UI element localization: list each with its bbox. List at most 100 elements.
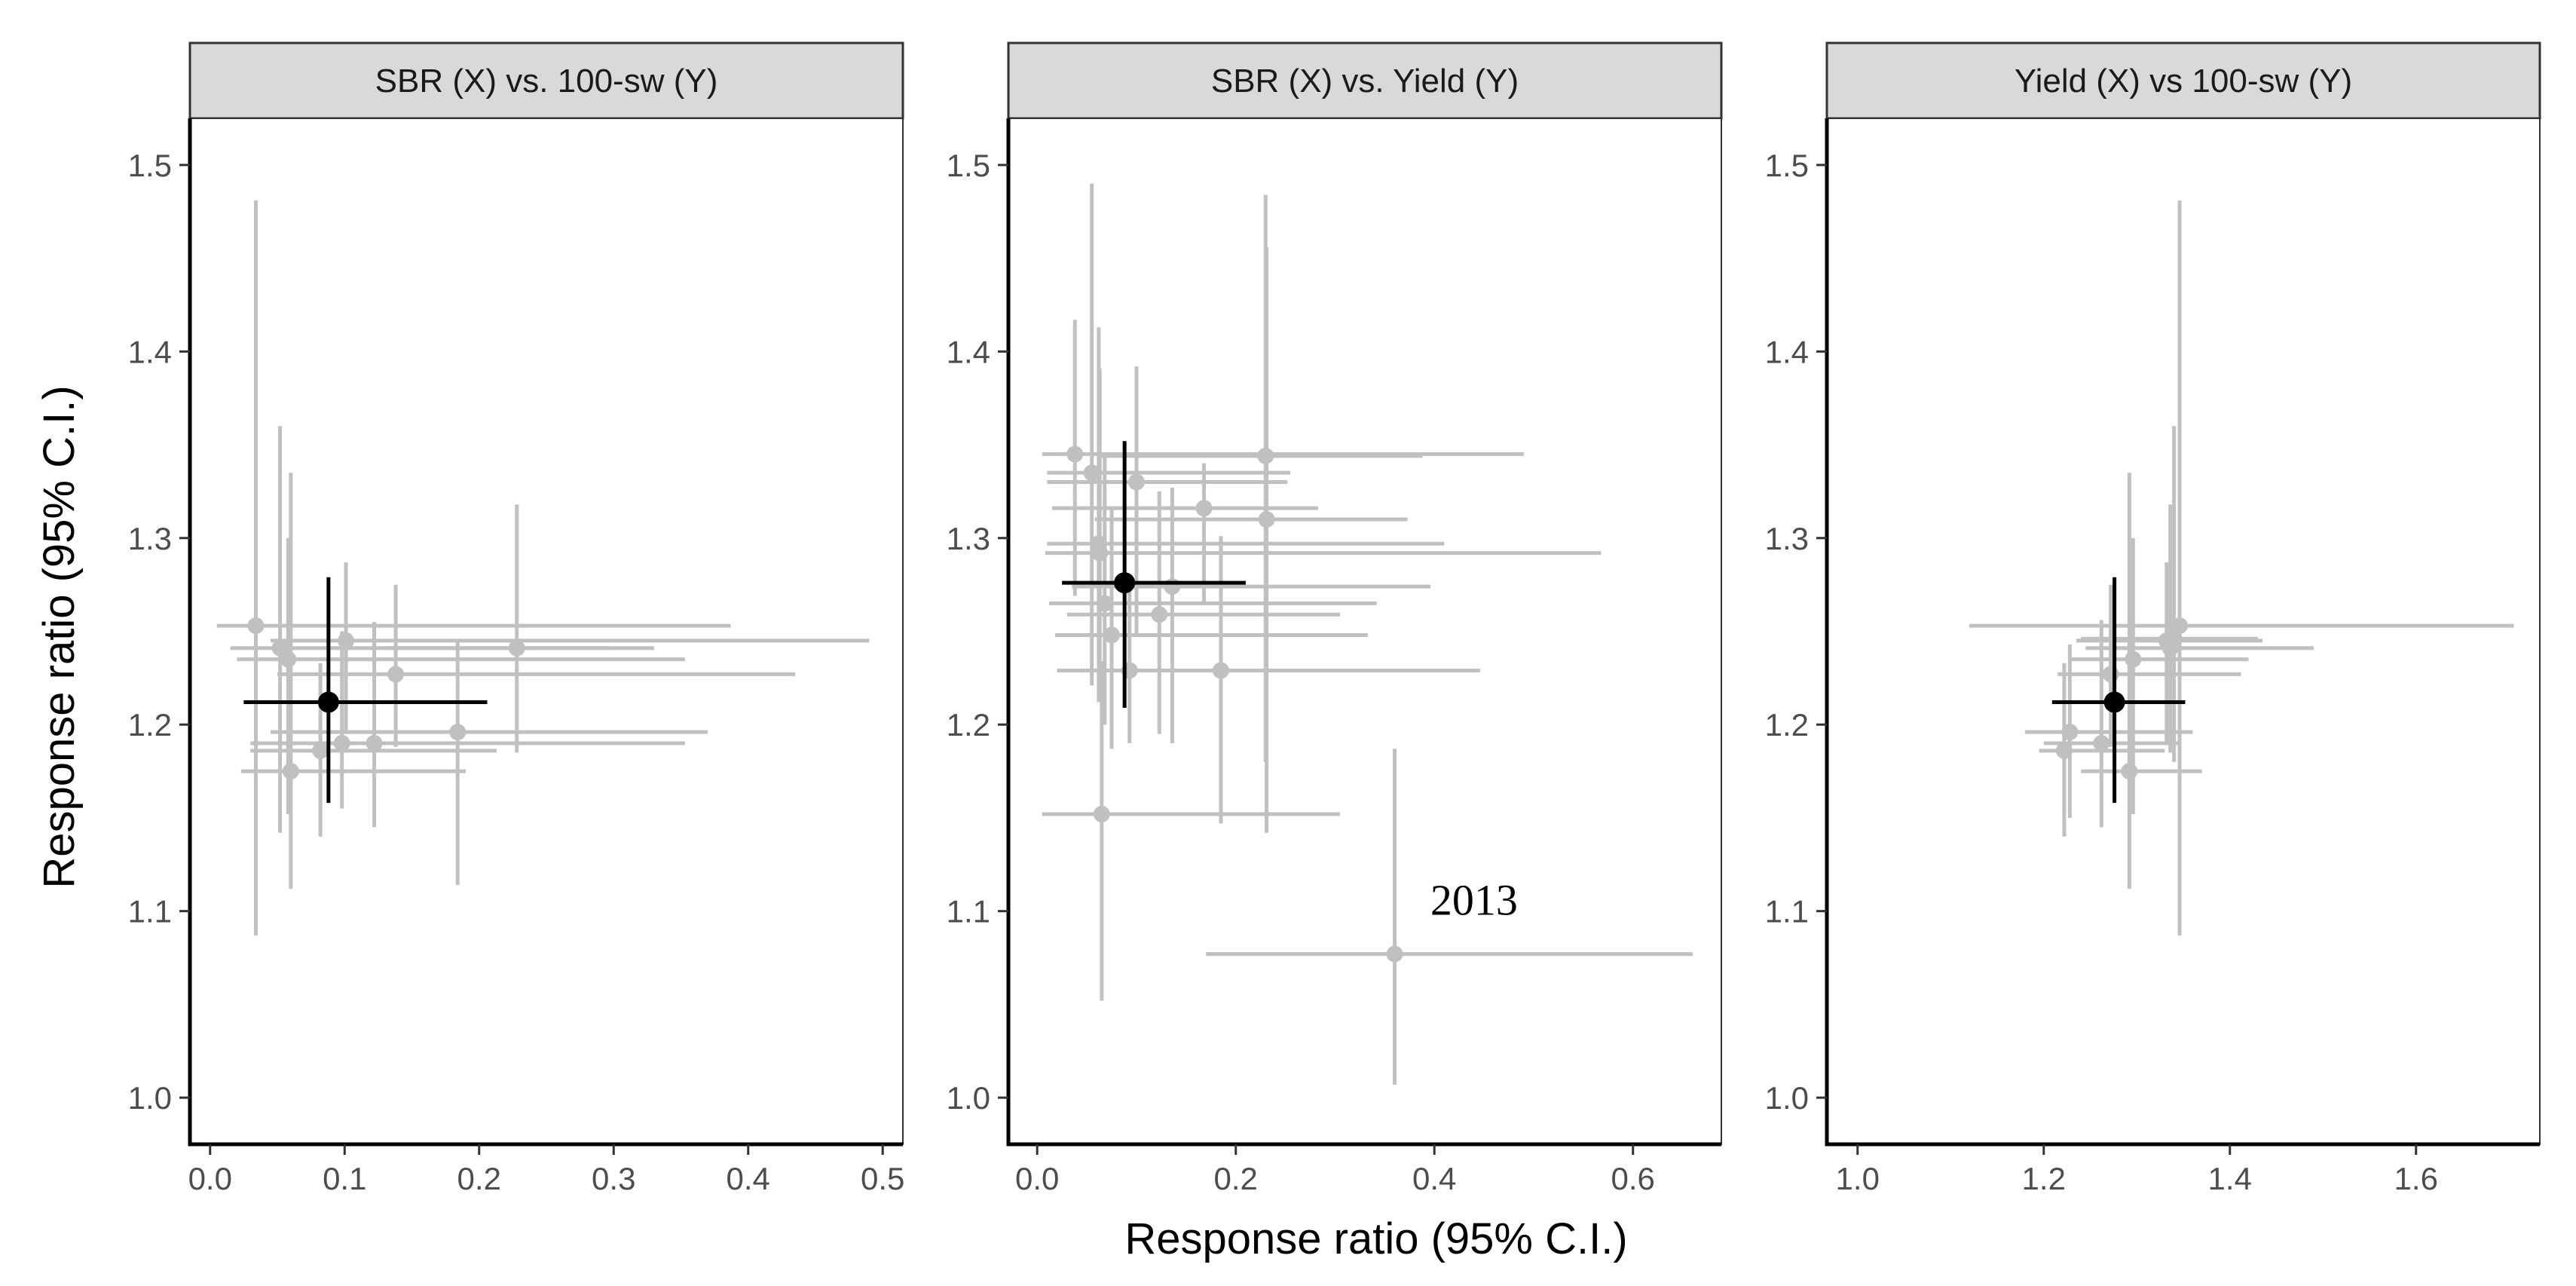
panel-1: SBR (X) vs. 100-sw (Y) 0.0 0.1 0.2 0.3 0.4 0.5… [128, 41, 904, 1196]
facet-title: SBR (X) vs. 100-sw (Y) [375, 63, 718, 100]
y-tick-label: 1.3 [128, 521, 172, 556]
data-point [1195, 500, 1213, 517]
data-point-group [1054, 510, 1368, 749]
data-point-group [1047, 366, 1288, 635]
data-point [312, 742, 329, 759]
y-tick-label: 1.0 [1765, 1080, 1809, 1116]
data-point [2171, 617, 2189, 635]
y-tick-label: 1.2 [128, 707, 172, 743]
y-tick-label: 1.5 [1765, 148, 1809, 183]
panels: SBR (X) vs. 100-sw (Y) 0.0 0.1 0.2 0.3 0.4 0.5… [128, 41, 2541, 1196]
data-point [2093, 734, 2110, 752]
overall-point [2103, 691, 2125, 713]
data-point [338, 632, 355, 649]
panel-3: Yield (X) vs 100-sw (Y) 1.0 1.2 1.4 1.6 1.0 1.… [1765, 41, 2541, 1196]
data-point [1386, 945, 1403, 963]
y-tick-label: 1.1 [947, 894, 990, 929]
data-point-group [1049, 454, 1377, 725]
data-point [1258, 511, 1275, 528]
data-point-group [240, 473, 466, 889]
overall-estimate [243, 577, 488, 804]
y-tick-label: 1.0 [128, 1080, 172, 1116]
data-point [282, 763, 299, 780]
data-point [247, 617, 265, 635]
x-tick-label: 0.6 [1611, 1161, 1655, 1196]
y-tick-label: 1.4 [128, 334, 172, 369]
overall-estimate [2051, 577, 2186, 804]
data-point-group [1042, 661, 1341, 1001]
y-tick-label: 1.0 [947, 1080, 990, 1116]
y-tick-label: 1.4 [947, 334, 990, 369]
overall-estimate [1062, 441, 1246, 708]
y-tick-label: 1.2 [1765, 707, 1809, 743]
data-point [2125, 651, 2142, 668]
x-tick-label: 1.2 [2022, 1161, 2066, 1196]
data-point [1083, 464, 1100, 482]
data-point [387, 666, 405, 683]
x-tick-label: 1.6 [2394, 1161, 2438, 1196]
x-tick-label: 0.0 [1015, 1161, 1059, 1196]
y-tick-label: 1.1 [128, 894, 172, 929]
panel-2: SBR (X) vs. Yield (Y) 2013 0.0 0.2 0.4 0.6 1.0… [947, 41, 1723, 1196]
facet-title: Yield (X) vs 100-sw (Y) [2015, 63, 2352, 100]
y-tick-label: 1.5 [947, 148, 990, 183]
data-point [2061, 724, 2079, 741]
data-point-group [1066, 491, 1341, 734]
facet-strip [188, 41, 904, 120]
x-tick-label: 1.0 [1836, 1161, 1880, 1196]
data-point [1151, 606, 1168, 623]
x-tick-label: 0.1 [323, 1161, 366, 1196]
x-tick-label: 0.0 [188, 1161, 232, 1196]
y-axis-title: Response ratio (95% C.I.) [35, 385, 84, 888]
data-point-group [1094, 246, 1408, 833]
x-tick-label: 0.4 [727, 1161, 770, 1196]
data-point [280, 651, 297, 668]
y-tick-label: 1.3 [947, 521, 990, 556]
y-tick-label: 1.2 [947, 707, 990, 743]
data-point-group [277, 584, 796, 747]
x-tick-label: 0.3 [592, 1161, 635, 1196]
x-tick-label: 0.2 [1214, 1161, 1258, 1196]
data-point [1212, 662, 1229, 679]
overall-point [1114, 572, 1136, 594]
data-point [449, 724, 467, 741]
data-point [1096, 595, 1113, 612]
x-tick-label: 0.5 [861, 1161, 904, 1196]
data-point-group [271, 640, 708, 886]
data-point-group [2071, 537, 2249, 815]
y-tick-label: 1.3 [1765, 521, 1809, 556]
data-point [1127, 473, 1145, 491]
data-point [2121, 763, 2138, 780]
x-tick-label: 1.4 [2208, 1161, 2252, 1196]
data-point-group [1206, 749, 1693, 1085]
overall-point [317, 691, 339, 713]
data-point [508, 639, 525, 657]
data-point-group [384, 504, 654, 753]
y-tick-label: 1.1 [1765, 894, 1809, 929]
data-layer [216, 200, 870, 935]
x-axis-title: Response ratio (95% C.I.) [1124, 1214, 1627, 1263]
data-point-group [250, 622, 685, 828]
y-tick-label: 1.5 [128, 148, 172, 183]
data-layer [1042, 183, 1693, 1085]
plot-area [190, 118, 903, 1144]
data-point-group [216, 200, 731, 935]
data-layer [1969, 200, 2514, 935]
facet-strip [1825, 41, 2541, 120]
data-point-group [1969, 200, 2514, 935]
facet-strip [1007, 41, 1723, 120]
data-point-group [1051, 463, 1319, 604]
data-point [366, 734, 383, 752]
x-tick-label: 0.4 [1412, 1161, 1456, 1196]
y-tick-label: 1.4 [1765, 334, 1809, 369]
annotation-label: 2013 [1430, 876, 1518, 925]
data-point [2102, 666, 2119, 683]
plot-area [1008, 118, 1721, 1144]
data-point [1164, 578, 1181, 596]
data-point [1103, 626, 1121, 644]
data-point [1066, 446, 1084, 463]
x-tick-label: 0.2 [457, 1161, 501, 1196]
data-point [1093, 806, 1110, 823]
facet-title: SBR (X) vs. Yield (Y) [1211, 63, 1519, 100]
